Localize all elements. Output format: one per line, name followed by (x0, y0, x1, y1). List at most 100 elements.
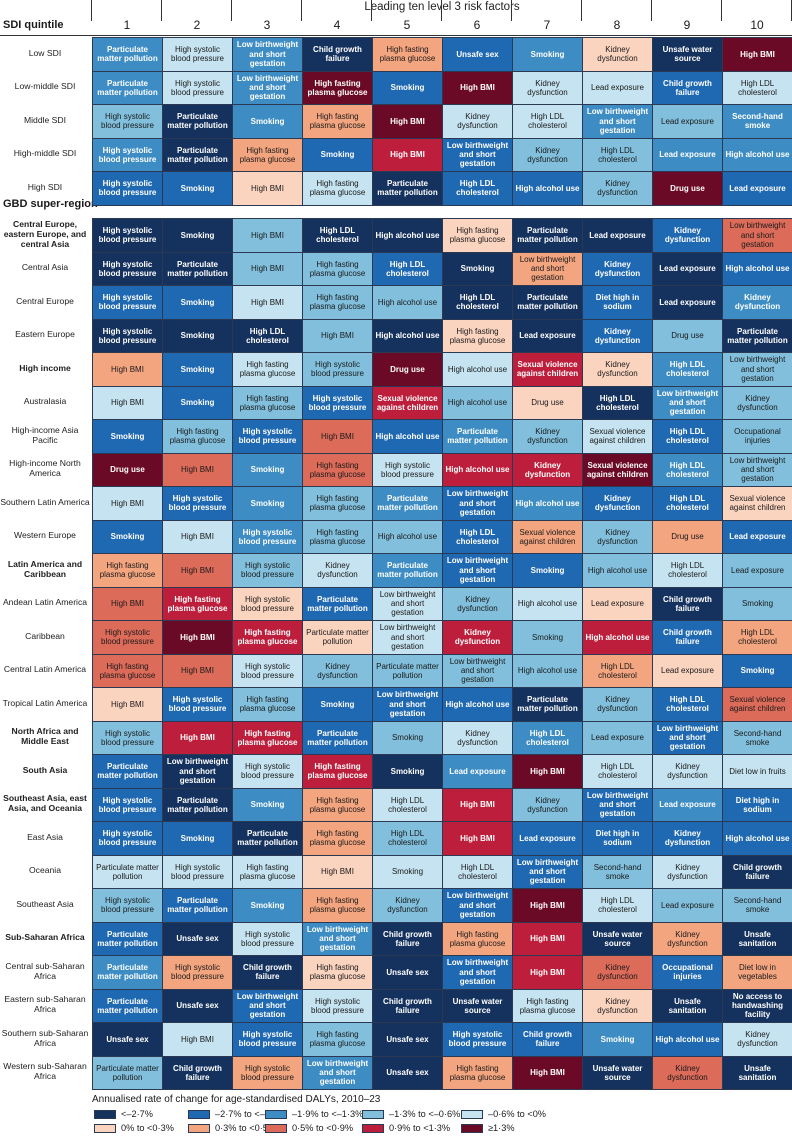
legend-swatch (188, 1123, 210, 1133)
risk-factor-cell: High fasting plasma glucose (442, 318, 513, 353)
risk-factor-cell: Particulate matter pollution (372, 653, 443, 688)
risk-factor-cell: Sexual violence against children (512, 352, 583, 387)
risk-factor-cell: High BMI (302, 854, 373, 889)
rank-number: 10 (750, 18, 764, 32)
risk-factor-cell: Kidney dysfunction (652, 921, 723, 956)
risk-factor-cell: High alcohol use (722, 137, 792, 172)
risk-factor-cell: Kidney dysfunction (582, 687, 653, 722)
risk-factor-cell: Child growth failure (372, 988, 443, 1023)
risk-factor-cell: Smoking (232, 452, 303, 487)
risk-factor-cell: Smoking (512, 37, 583, 72)
risk-factor-cell: Particulate matter pollution (92, 955, 163, 990)
risk-factor-cell: Low birthweight and short gestation (372, 586, 443, 621)
risk-factor-cell: High alcohol use (512, 586, 583, 621)
risk-factor-cell: High LDL cholesterol (232, 318, 303, 353)
risk-factor-cell: Child growth failure (652, 70, 723, 105)
risk-factor-cell: Unsafe sex (372, 955, 443, 990)
row-label: High-middle SDI (13, 148, 77, 159)
risk-factor-cell: High systolic blood pressure (162, 37, 233, 72)
risk-factor-cell: Lead exposure (652, 653, 723, 688)
risk-factor-cell: Unsafe sanitation (652, 988, 723, 1023)
risk-factor-cell: High fasting plasma glucose (162, 419, 233, 454)
risk-factor-cell: Drug use (512, 385, 583, 420)
risk-factor-cell: Low birthweight and short gestation (232, 37, 303, 72)
column-divider (651, 0, 652, 21)
risk-factor-cell: Drug use (92, 452, 163, 487)
risk-factor-cell: Particulate matter pollution (372, 171, 443, 206)
risk-factor-cell: Unsafe sanitation (722, 921, 792, 956)
risk-factor-cell: Kidney dysfunction (442, 586, 513, 621)
risk-factor-cell: High alcohol use (582, 620, 653, 655)
row-label: Latin America and Caribbean (7, 558, 83, 579)
risk-factor-cell: High systolic blood pressure (302, 385, 373, 420)
risk-factor-cell: High LDL cholesterol (652, 486, 723, 521)
risk-factor-cell: High systolic blood pressure (92, 104, 163, 139)
risk-factor-cell: Smoking (722, 653, 792, 688)
row-label: Central Latin America (3, 664, 87, 675)
row-label: South Asia (22, 764, 68, 775)
risk-factor-cell: Smoking (162, 352, 233, 387)
risk-factor-cell: High fasting plasma glucose (302, 821, 373, 856)
risk-factor-cell: Smoking (162, 285, 233, 320)
risk-factor-cell: High fasting plasma glucose (442, 218, 513, 253)
row-label: Southern sub-Saharan Africa (1, 1027, 89, 1048)
row-label: Western sub-Saharan Africa (3, 1061, 87, 1082)
risk-factor-cell: Kidney dysfunction (302, 553, 373, 588)
row-label: Southeast Asia (16, 898, 74, 909)
risk-factor-cell: Particulate matter pollution (92, 854, 163, 889)
risk-factor-cell: High LDL cholesterol (512, 104, 583, 139)
risk-factor-cell: Low birthweight and short gestation (442, 653, 513, 688)
legend-title: Annualised rate of change for age-standa… (92, 1094, 381, 1105)
risk-factor-cell: Smoking (722, 586, 792, 621)
row-label: Central sub-Saharan Africa (5, 960, 85, 981)
rank-number: 1 (123, 18, 131, 32)
risk-factor-cell: Low birthweight and short gestation (442, 955, 513, 990)
risk-factor-cell: Smoking (372, 854, 443, 889)
row-label: Caribbean (25, 630, 65, 641)
risk-factor-cell: Unsafe sanitation (722, 1055, 792, 1090)
risk-factor-cell: Drug use (652, 171, 723, 206)
risk-factor-cell: Particulate matter pollution (162, 251, 233, 286)
risk-factor-cell: Drug use (652, 519, 723, 554)
risk-factor-cell: High BMI (232, 285, 303, 320)
risk-factor-cell: High alcohol use (442, 385, 513, 420)
legend-swatch (94, 1123, 116, 1133)
risk-factor-cell: High alcohol use (372, 419, 443, 454)
risk-factor-cell: High systolic blood pressure (162, 687, 233, 722)
risk-factor-cell: High fasting plasma glucose (302, 452, 373, 487)
risk-factor-cell: High LDL cholesterol (652, 687, 723, 722)
chart-title: Leading ten level 3 risk factors (364, 1, 520, 13)
legend-label: 0·9% to <1·3% (389, 1123, 451, 1133)
risk-factor-cell: High alcohol use (722, 251, 792, 286)
risk-factor-cell: Particulate matter pollution (302, 720, 373, 755)
legend-label: –2·7% to <–1·9% (215, 1109, 287, 1119)
risk-factor-cell: High fasting plasma glucose (302, 104, 373, 139)
risk-factor-cell: High LDL cholesterol (372, 787, 443, 822)
legend-label: –0·6% to <0% (488, 1109, 546, 1119)
risk-factor-cell: Occupational injuries (722, 419, 792, 454)
rank-number: 7 (543, 18, 551, 32)
legend-label: ≥1·3% (488, 1123, 515, 1133)
risk-factor-cell: High alcohol use (372, 519, 443, 554)
risk-factor-cell: Particulate matter pollution (372, 486, 443, 521)
risk-factor-cell: High systolic blood pressure (92, 620, 163, 655)
risk-factor-cell: Low birthweight and short gestation (442, 888, 513, 923)
risk-factor-cell: Lead exposure (442, 754, 513, 789)
risk-factor-cell: Sexual violence against children (722, 486, 792, 521)
risk-factor-cell: Smoking (372, 720, 443, 755)
risk-factor-cell: Diet low in fruits (722, 754, 792, 789)
risk-factor-cell: High systolic blood pressure (232, 519, 303, 554)
risk-factor-cell: High systolic blood pressure (92, 888, 163, 923)
risk-factor-cell: Lead exposure (582, 720, 653, 755)
column-divider (581, 0, 582, 21)
risk-factor-cell: High BMI (512, 1055, 583, 1090)
rank-number: 4 (333, 18, 341, 32)
risk-factor-cell: Unsafe sex (162, 921, 233, 956)
risk-factor-cell: Low birthweight and short gestation (722, 452, 792, 487)
risk-factor-cell: High fasting plasma glucose (302, 519, 373, 554)
risk-factor-cell: Child growth failure (722, 854, 792, 889)
risk-factor-cell: Particulate matter pollution (92, 1055, 163, 1090)
risk-factor-cell: Kidney dysfunction (442, 104, 513, 139)
risk-factor-cell: Low birthweight and short gestation (372, 687, 443, 722)
risk-factor-cell: High BMI (232, 251, 303, 286)
